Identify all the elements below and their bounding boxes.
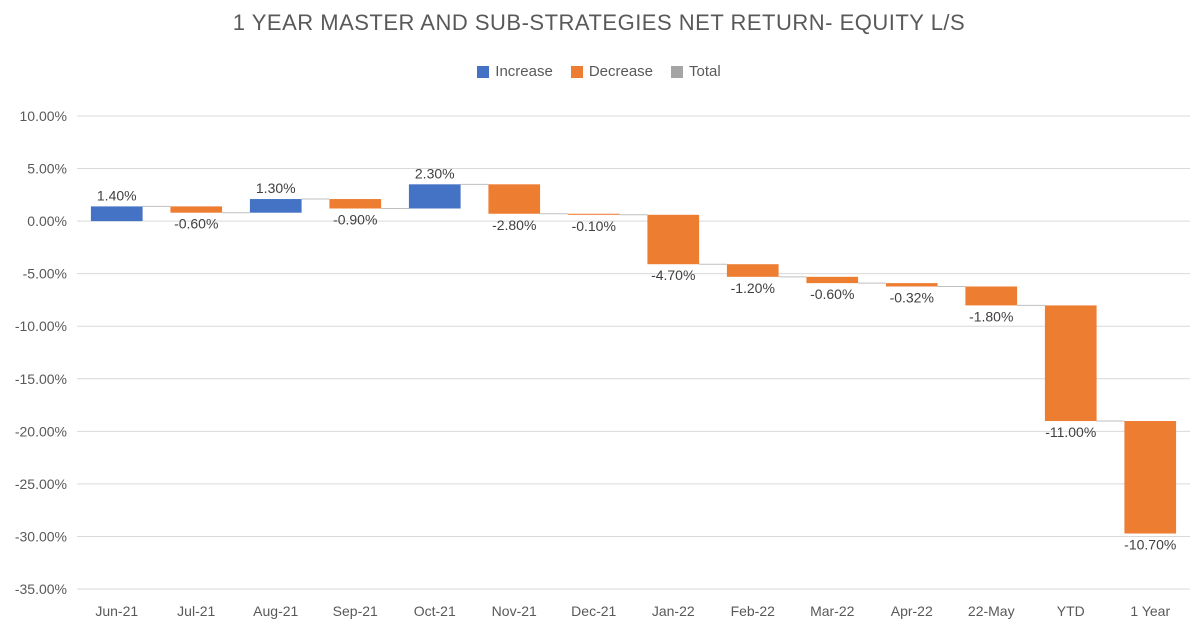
- bar-jul-21: [170, 206, 223, 213]
- data-label: -4.70%: [651, 267, 695, 283]
- x-tick-label: Sep-21: [333, 603, 378, 619]
- data-label: -0.32%: [890, 289, 934, 305]
- y-tick-label: -30.00%: [15, 528, 67, 544]
- legend-item-increase: Increase: [477, 63, 553, 80]
- y-tick-label: 0.00%: [27, 213, 67, 229]
- data-label: -1.80%: [969, 308, 1013, 324]
- x-tick-label: Jan-22: [652, 603, 695, 619]
- bar-22-may: [965, 286, 1018, 306]
- x-tick-label: Jul-21: [177, 603, 215, 619]
- y-tick-label: 10.00%: [20, 108, 67, 124]
- y-tick-label: -10.00%: [15, 318, 67, 334]
- bar-dec-21: [567, 213, 620, 215]
- x-tick-label: Feb-22: [731, 603, 776, 619]
- chart-title: 1 YEAR MASTER AND SUB-STRATEGIES NET RET…: [232, 10, 966, 35]
- x-tick-label: 22-May: [968, 603, 1015, 619]
- x-axis: Jun-21 Jul-21 Aug-21 Sep-21 Oct-21 Nov-21 Dec-…: [95, 603, 1170, 619]
- bar-sep-21: [329, 199, 382, 209]
- legend-label-total: Total: [689, 63, 721, 80]
- data-label: -10.70%: [1124, 537, 1176, 553]
- y-tick-label: 5.00%: [27, 161, 67, 177]
- legend-swatch-decrease: [570, 65, 583, 78]
- bar-jan-22: [647, 214, 700, 265]
- x-tick-label: Oct-21: [414, 603, 456, 619]
- x-tick-label: Dec-21: [571, 603, 616, 619]
- data-label: -0.90%: [333, 211, 377, 227]
- x-tick-label: YTD: [1057, 603, 1085, 619]
- data-label: 1.40%: [97, 187, 137, 203]
- legend-item-decrease: Decrease: [570, 63, 654, 80]
- x-tick-label: Apr-22: [891, 603, 933, 619]
- data-label: 2.30%: [415, 165, 455, 181]
- x-tick-label: Aug-21: [253, 603, 298, 619]
- y-tick-label: -35.00%: [15, 581, 67, 597]
- y-tick-label: -15.00%: [15, 371, 67, 387]
- bar-jun-21: [90, 206, 143, 222]
- bar-mar-22: [806, 276, 859, 284]
- data-label: -11.00%: [1045, 424, 1096, 440]
- data-labels: 1.40% -0.60% 1.30% -0.90% 2.30% -2.80% -0.10% -…: [97, 165, 1176, 552]
- legend-label-increase: Increase: [495, 63, 553, 80]
- data-label: -0.60%: [810, 286, 854, 302]
- data-label: -2.80%: [492, 217, 536, 233]
- gridlines: [77, 115, 1190, 590]
- bar-ytd: [1044, 305, 1097, 422]
- bar-1-year: [1124, 421, 1177, 534]
- bar-feb-22: [726, 264, 779, 277]
- bar-apr-22: [885, 283, 938, 287]
- x-tick-label: Jun-21: [95, 603, 138, 619]
- bar-nov-21: [488, 184, 541, 214]
- y-axis: 10.00% 5.00% 0.00% -5.00% -10.00% -15.00% -20.…: [15, 108, 67, 597]
- y-tick-label: -25.00%: [15, 476, 67, 492]
- legend-item-total: Total: [671, 63, 721, 80]
- y-tick-label: -5.00%: [23, 266, 67, 282]
- data-label: 1.30%: [256, 180, 296, 196]
- x-tick-label: Mar-22: [810, 603, 855, 619]
- bars: [90, 184, 1177, 534]
- legend-label-decrease: Decrease: [588, 63, 654, 80]
- data-label: -1.20%: [731, 280, 775, 296]
- connector-lines: [142, 183, 1125, 422]
- legend: Increase Decrease Total: [0, 63, 1198, 80]
- legend-swatch-total: [671, 65, 684, 78]
- x-tick-label: 1 Year: [1130, 603, 1170, 619]
- bar-aug-21: [249, 199, 302, 213]
- data-label: -0.10%: [572, 218, 616, 234]
- legend-swatch-increase: [477, 65, 490, 78]
- x-tick-label: Nov-21: [492, 603, 537, 619]
- data-label: -0.60%: [174, 216, 218, 232]
- bar-oct-21: [408, 184, 461, 209]
- y-tick-label: -20.00%: [15, 423, 67, 439]
